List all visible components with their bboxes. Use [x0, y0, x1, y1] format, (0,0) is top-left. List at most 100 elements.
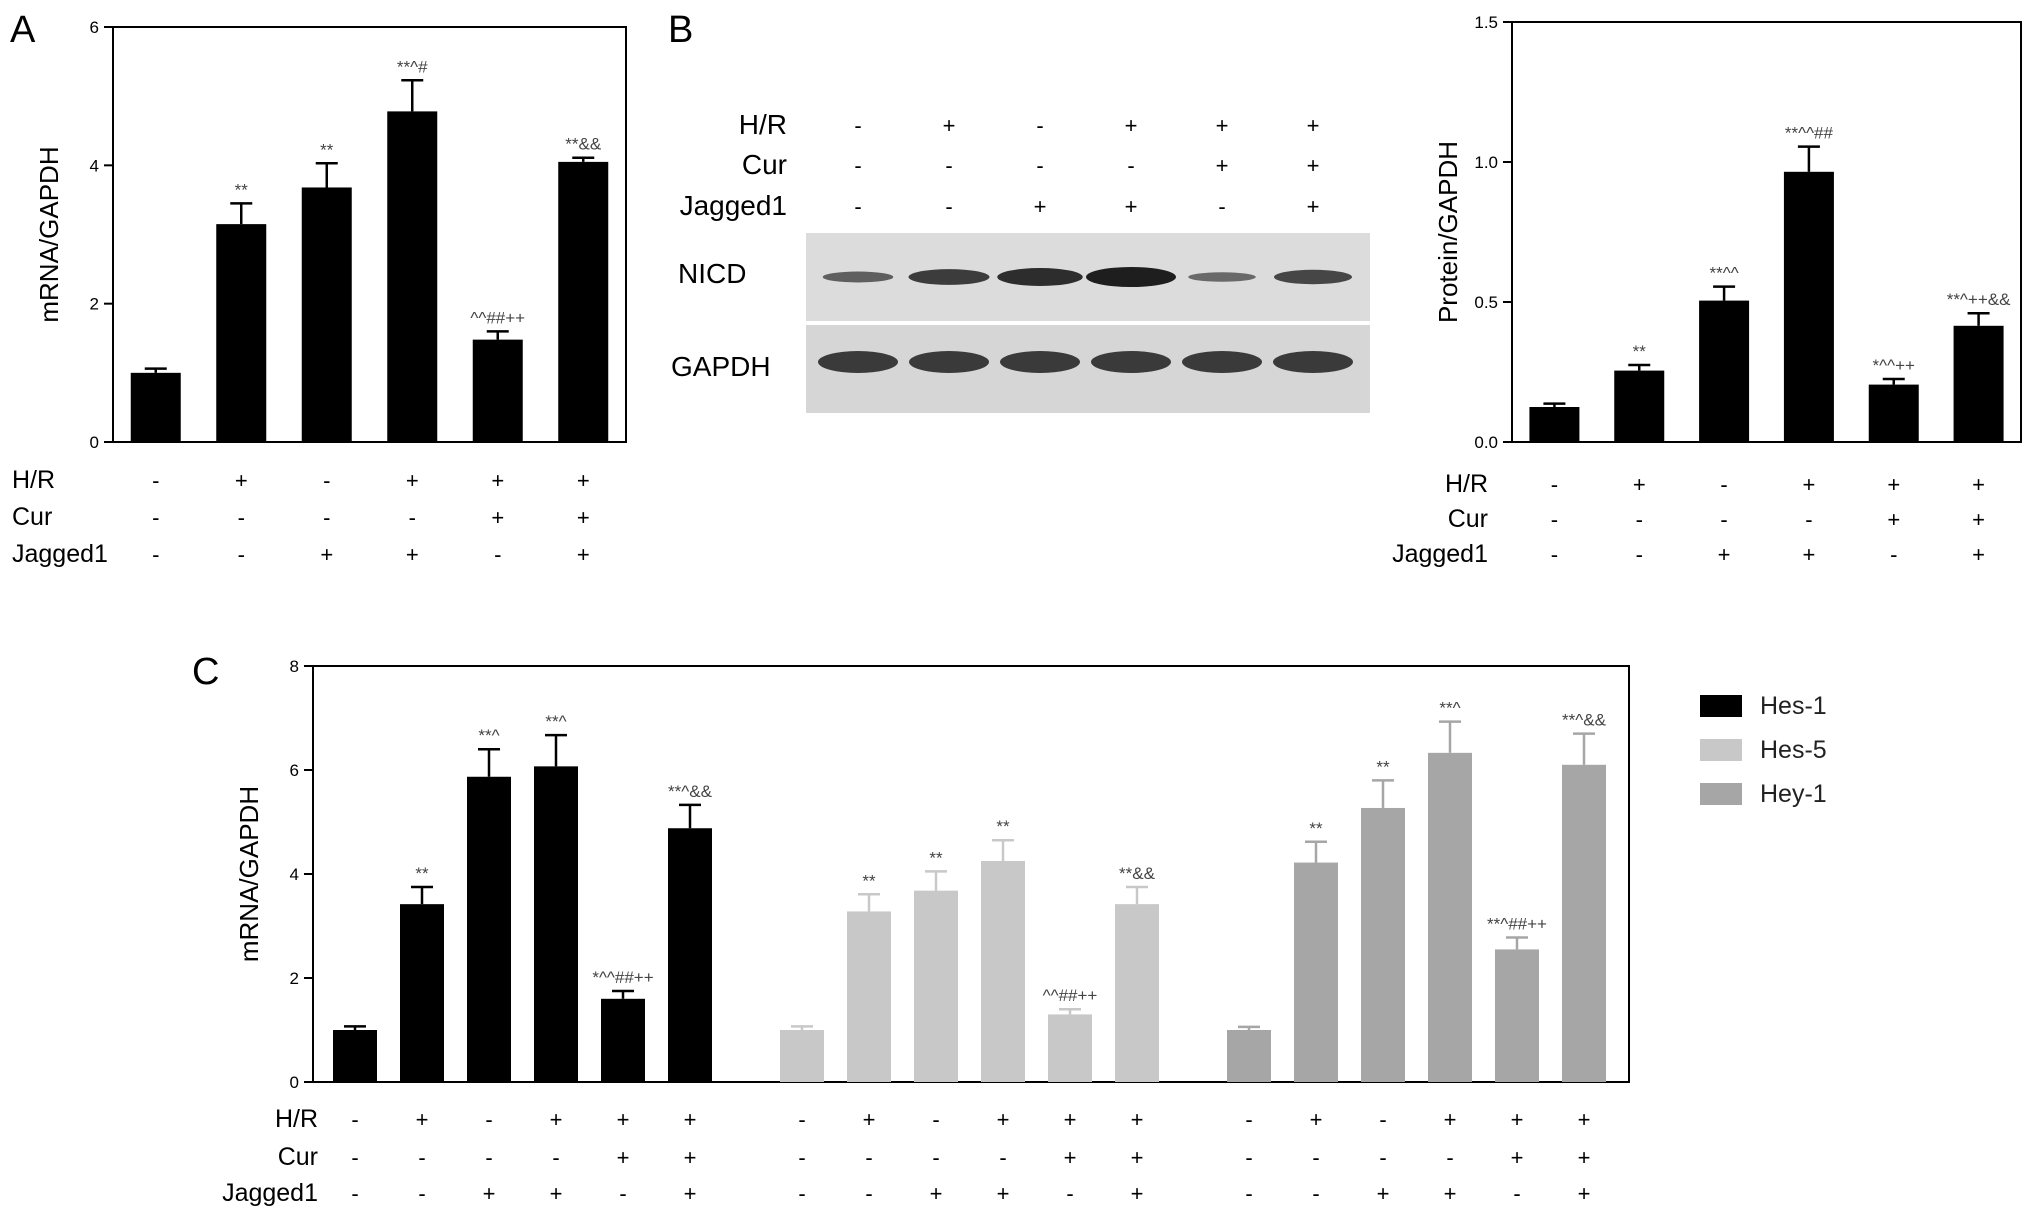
- condition-sign-c: +: [997, 1181, 1010, 1206]
- y-tick-label-a: 0: [90, 433, 99, 452]
- blot-header: H/R - + - + + + Cur - - - - + + Jagged1 - - + + - +: [680, 109, 1320, 221]
- condition-sign-c: -: [798, 1145, 805, 1170]
- y-tick-label-c: 0: [290, 1073, 299, 1092]
- nicd-band: [1086, 267, 1176, 287]
- bar-c: [601, 998, 645, 1082]
- bar-c: [534, 766, 578, 1082]
- condition-sign-b: -: [1720, 472, 1727, 497]
- blot-header-sign: -: [945, 153, 952, 178]
- y-tick-label-c: 2: [290, 969, 299, 988]
- condition-sign-b: +: [1633, 472, 1646, 497]
- gapdh-band: [1091, 351, 1171, 373]
- significance-label-a: **: [320, 140, 334, 159]
- condition-sign-b: -: [1636, 542, 1643, 567]
- condition-sign-b: -: [1720, 507, 1727, 532]
- condition-sign-c: +: [550, 1181, 563, 1206]
- condition-sign-c: +: [684, 1181, 697, 1206]
- western-blot: H/R - + - + + + Cur - - - - + + Jagged1 - - + + - + NICD GAP…: [671, 109, 1370, 413]
- condition-sign-a: -: [238, 542, 245, 567]
- blot-header-sign: -: [1218, 194, 1225, 219]
- condition-sign-b: +: [1802, 472, 1815, 497]
- condition-sign-c: +: [1064, 1107, 1077, 1132]
- blot-header-sign: +: [1307, 153, 1320, 178]
- condition-sign-b: +: [1887, 472, 1900, 497]
- blot-header-label: Jagged1: [680, 190, 787, 221]
- blot-row-label-gapdh: GAPDH: [671, 351, 771, 382]
- blot-bands: [818, 267, 1353, 373]
- blot-header-sign: +: [1307, 194, 1320, 219]
- condition-sign-c: -: [418, 1145, 425, 1170]
- condition-sign-b: +: [1972, 472, 1985, 497]
- bar-c: [400, 904, 444, 1082]
- y-axis-label-a: mRNA/GAPDH: [34, 146, 64, 322]
- bar-a: [387, 111, 438, 442]
- condition-sign-a: +: [235, 468, 248, 493]
- condition-sign-a: -: [152, 542, 159, 567]
- bar-b: [1868, 384, 1919, 442]
- bar-c: [1495, 949, 1539, 1082]
- nicd-band: [1188, 272, 1256, 282]
- condition-sign-c: -: [351, 1145, 358, 1170]
- bar-b: [1614, 370, 1665, 442]
- y-tick-label-a: 6: [90, 18, 99, 37]
- condition-sign-a: -: [152, 468, 159, 493]
- condition-sign-c: -: [798, 1181, 805, 1206]
- condition-sign-c: -: [1379, 1145, 1386, 1170]
- chart-b: 0.0 0.5 1.0 1.5 Protein/GAPDH ** **^^ **^^## *^^…: [1392, 13, 2022, 568]
- condition-sign-c: -: [865, 1145, 872, 1170]
- blot-row-label-nicd: NICD: [678, 258, 746, 289]
- y-tick-label-b: 1.0: [1474, 153, 1498, 172]
- significance-label-b: **^^: [1709, 264, 1738, 283]
- condition-sign-b: -: [1551, 542, 1558, 567]
- condition-sign-c: +: [1310, 1107, 1323, 1132]
- condition-sign-c: +: [1131, 1145, 1144, 1170]
- nicd-band: [822, 271, 894, 283]
- condition-label-a: Cur: [12, 503, 52, 531]
- blot-header-sign: -: [945, 194, 952, 219]
- significance-label-c: **: [929, 848, 943, 867]
- significance-label-c: *^^##++: [592, 968, 653, 987]
- condition-sign-c: +: [1131, 1107, 1144, 1132]
- gapdh-band: [1182, 351, 1262, 373]
- condition-sign-b: -: [1805, 507, 1812, 532]
- bar-a: [472, 339, 523, 442]
- blot-header-sign: -: [1036, 153, 1043, 178]
- significance-label-c: **^: [545, 712, 566, 731]
- bar-c: [668, 828, 712, 1082]
- condition-sign-b: -: [1890, 542, 1897, 567]
- blot-header-sign: -: [1127, 153, 1134, 178]
- significance-label-c: **^##++: [1487, 914, 1547, 933]
- condition-sign-c: +: [1131, 1181, 1144, 1206]
- condition-sign-c: -: [932, 1107, 939, 1132]
- significance-label-a: **^#: [397, 57, 428, 76]
- condition-sign-a: -: [238, 505, 245, 530]
- condition-sign-b: +: [1718, 542, 1731, 567]
- bar-c: [1048, 1014, 1092, 1082]
- legend-swatch: [1700, 783, 1742, 805]
- condition-sign-c: -: [1446, 1145, 1453, 1170]
- legend-label: Hey-1: [1760, 780, 1827, 808]
- gapdh-band: [1000, 351, 1080, 373]
- bar-c: [847, 911, 891, 1082]
- condition-sign-c: -: [485, 1107, 492, 1132]
- significance-label-c: **^: [478, 726, 499, 745]
- condition-sign-a: +: [491, 468, 504, 493]
- condition-sign-b: -: [1636, 507, 1643, 532]
- condition-sign-b: +: [1972, 507, 1985, 532]
- panel-letter-c: C: [192, 651, 219, 693]
- condition-sign-a: +: [577, 542, 590, 567]
- significance-label-b: **: [1633, 342, 1647, 361]
- condition-sign-b: +: [1972, 542, 1985, 567]
- legend-label: Hes-1: [1760, 692, 1827, 720]
- blot-header-sign: +: [1216, 153, 1229, 178]
- plot-frame-b: [1511, 21, 2022, 443]
- significance-label-c: ^^##++: [1043, 986, 1098, 1005]
- condition-sign-c: -: [1312, 1181, 1319, 1206]
- panel-letter-a: A: [10, 9, 36, 51]
- blot-header-sign: +: [1125, 113, 1138, 138]
- bar-a: [558, 161, 609, 442]
- gapdh-band: [909, 351, 989, 373]
- blot-header-label: Cur: [742, 149, 787, 180]
- condition-sign-c: -: [1245, 1181, 1252, 1206]
